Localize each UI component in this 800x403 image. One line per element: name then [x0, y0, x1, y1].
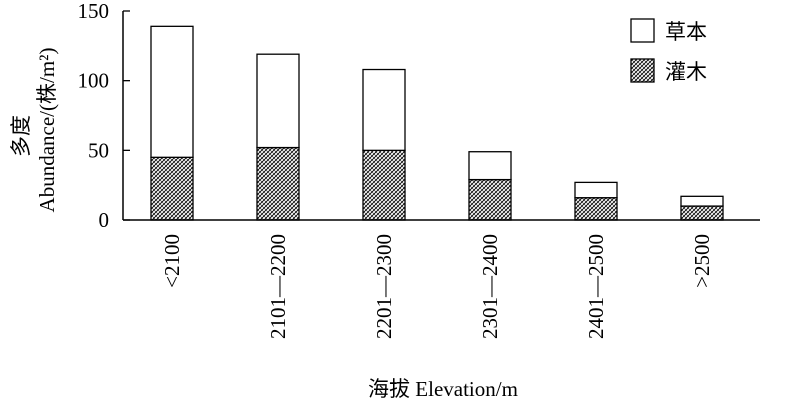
legend-swatch-shrub [630, 58, 655, 83]
x-axis-title: 海拔 Elevation/m [368, 377, 518, 401]
x-tick-label-2: 2201—2300 [372, 234, 396, 339]
bar-shrub-2 [362, 149, 406, 221]
bar-herb-4 [574, 181, 618, 199]
y-tick-label-100: 100 [78, 69, 110, 93]
x-tick-label-0: <2100 [160, 234, 184, 288]
legend: 草本 灌木 [630, 18, 707, 84]
legend-label-shrub: 灌木 [665, 60, 707, 84]
x-tick-label-4: 2401—2500 [584, 234, 608, 339]
x-tick-label-3: 2301—2400 [478, 234, 502, 339]
y-axis-ticks: 0 50 100 150 [78, 0, 130, 232]
bar-herb-3 [468, 151, 512, 181]
bar-herb-5 [680, 195, 724, 207]
y-tick-label-150: 150 [78, 0, 110, 23]
bar-herb-2 [362, 68, 406, 151]
bars-group [150, 25, 724, 221]
y-tick-label-0: 0 [99, 208, 110, 232]
y-tick-label-50: 50 [88, 138, 109, 162]
bar-shrub-4 [574, 197, 618, 221]
bar-shrub-1 [256, 146, 300, 221]
y-axis-title-cn: 多度 [9, 115, 33, 157]
y-axis-title-en: Abundance/(株/m²) [35, 48, 59, 213]
bar-herb-1 [256, 53, 300, 149]
bar-shrub-3 [468, 178, 512, 221]
bar-shrub-0 [150, 156, 194, 221]
bar-shrub-5 [680, 205, 724, 221]
x-axis-tick-labels: <2100 2101—2200 2201—2300 2301—2400 2401—250… [160, 234, 714, 339]
x-tick-label-5: >2500 [690, 234, 714, 288]
legend-swatch-herb [630, 18, 655, 43]
x-tick-label-1: 2101—2200 [266, 234, 290, 339]
legend-label-herb: 草本 [665, 20, 707, 44]
bar-herb-0 [150, 25, 194, 158]
